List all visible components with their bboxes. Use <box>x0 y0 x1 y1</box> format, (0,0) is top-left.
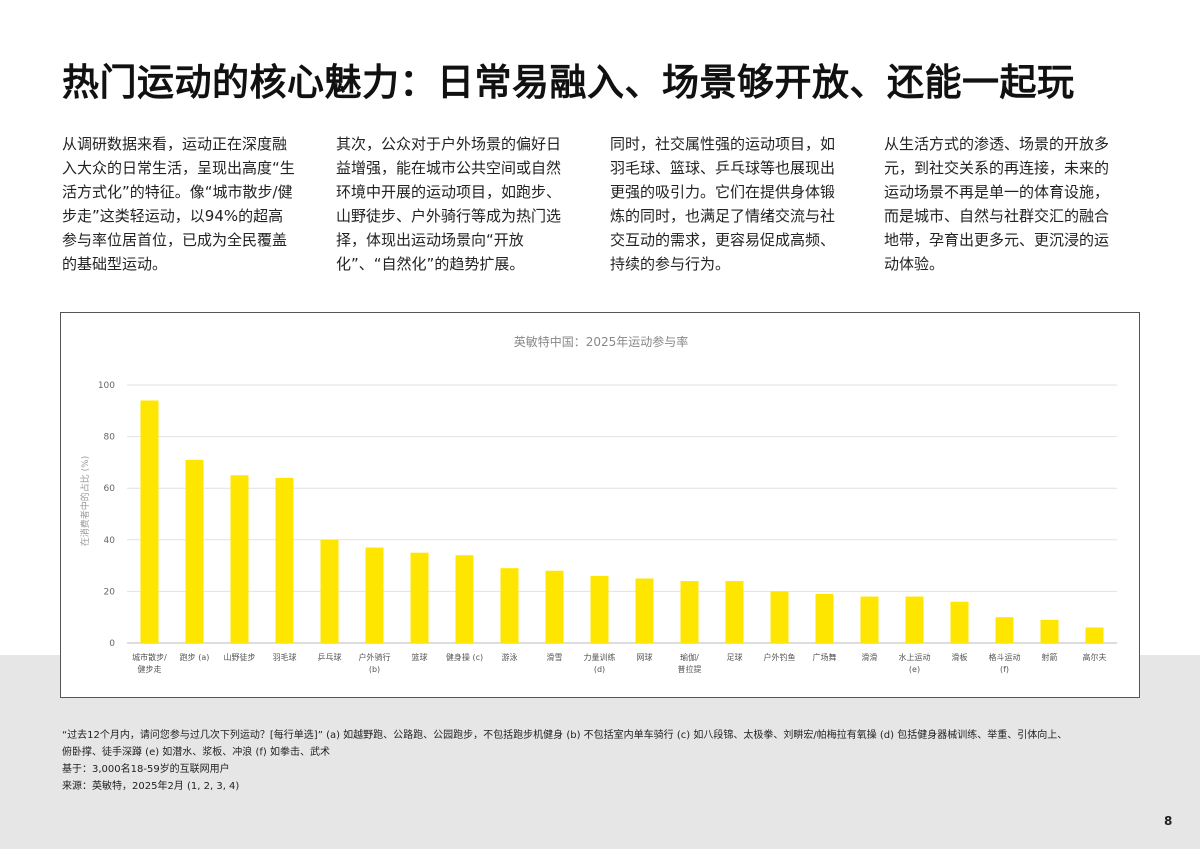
y-axis-label: 在消费者中的占比 (%) <box>79 456 91 546</box>
bar <box>410 552 429 643</box>
y-tick-label: 0 <box>109 639 115 649</box>
x-tick-label: 广场舞 <box>813 652 837 662</box>
bar <box>455 555 474 643</box>
x-tick-label-line: 篮球 <box>412 652 428 662</box>
participation-bar-chart: 英敏特中国：2025年运动参与率 在消费者中的占比 (%) 0 20 40 60 80 1… <box>79 334 1117 674</box>
x-tick-label: 格斗运动 (f) <box>989 652 1021 674</box>
bar <box>230 475 249 643</box>
intro-column-3: 同时，社交属性强的运动项目，如羽毛球、篮球、乒乓球等也展现出更强的吸引力。它们在… <box>610 135 836 273</box>
x-tick-label: 射箭 <box>1042 652 1058 662</box>
x-tick-label: 力量训练 (d) <box>584 652 616 674</box>
x-tick-label: 滑雪 <box>547 652 563 662</box>
x-tick-label: 网球 <box>637 652 653 662</box>
x-tick-label-line: 射箭 <box>1042 652 1058 662</box>
bar <box>275 477 294 643</box>
x-tick-label: 滑板 <box>952 652 968 662</box>
x-tick-label-line: 足球 <box>727 652 743 662</box>
x-tick-label: 滑滑 <box>862 652 878 662</box>
chart-title: 英敏特中国：2025年运动参与率 <box>514 334 689 349</box>
x-tick-label-line: 乒乓球 <box>318 652 342 662</box>
x-tick-label: 游泳 <box>502 652 518 662</box>
x-tick-label-line: 网球 <box>637 652 653 662</box>
x-tick-label-line: 滑滑 <box>862 652 878 662</box>
x-tick-labels: 城市散步/健步走 跑步 (a) 山野徒步 羽毛球 乒乓球 户外骑行 (b) 篮球 健身操 (c)… <box>132 652 1106 674</box>
bar <box>500 568 519 643</box>
bar <box>140 400 159 643</box>
bar <box>725 581 744 643</box>
x-tick-label-line: 格斗运动 <box>989 652 1021 662</box>
page-title: 热门运动的核心魅力：日常易融入、场景够开放、还能一起玩 <box>62 61 1075 104</box>
bars <box>140 400 1104 643</box>
x-tick-label-line: 普拉提 <box>678 664 702 674</box>
x-tick-label: 户外钓鱼 <box>764 652 796 662</box>
x-tick-label-line: 健步走 <box>138 664 162 674</box>
bar <box>590 575 609 643</box>
x-tick-label: 羽毛球 <box>273 652 297 662</box>
footnote-definitions: 俯卧撑、徒手深蹲 (e) 如潜水、浆板、冲浪 (f) 如拳击、武术 <box>62 747 330 758</box>
x-tick-label: 篮球 <box>412 652 428 662</box>
x-tick-label-line: 跑步 (a) <box>180 653 210 662</box>
x-tick-label-line: 力量训练 <box>584 652 616 662</box>
x-tick-label-line: 广场舞 <box>813 652 837 662</box>
bar <box>770 591 789 643</box>
chart-frame: 英敏特中国：2025年运动参与率 在消费者中的占比 (%) 0 20 40 60 80 1… <box>60 312 1140 698</box>
x-tick-label-line: (f) <box>1000 665 1009 674</box>
x-tick-label: 户外骑行 (b) <box>359 652 391 674</box>
x-tick-label-line: 健身操 (c) <box>446 652 483 662</box>
bar <box>365 547 384 643</box>
x-tick-label-line: 羽毛球 <box>273 652 297 662</box>
footnotes: “过去12个月内，请问您参与过几次下列运动？[每行单选]” (a) 如越野跑、公… <box>62 727 1142 795</box>
x-tick-label: 乒乓球 <box>318 652 342 662</box>
bar <box>905 596 924 643</box>
bar <box>950 601 969 643</box>
x-tick-label-line: 户外骑行 <box>359 652 391 662</box>
x-tick-label-line: (b) <box>369 665 380 674</box>
bar <box>1085 627 1104 643</box>
bar <box>545 570 564 643</box>
bar <box>995 617 1014 643</box>
y-tick-label: 80 <box>104 433 116 443</box>
intro-column-1: 从调研数据来看，运动正在深度融入大众的日常生活，呈现出高度“生活方式化”的特征。… <box>62 135 295 273</box>
y-tick-label: 20 <box>104 587 116 597</box>
y-tick-label: 60 <box>104 484 116 494</box>
footnote-source: 来源：英敏特，2025年2月 (1, 2, 3, 4) <box>62 781 240 792</box>
x-tick-label-line: 游泳 <box>502 652 518 662</box>
x-tick-label: 跑步 (a) <box>180 653 210 662</box>
x-tick-label-line: (d) <box>594 665 605 674</box>
x-tick-label-line: 瑜伽/ <box>680 652 699 662</box>
bar <box>320 539 339 643</box>
intro-column-4: 从生活方式的渗透、场景的开放多元，到社交关系的再连接，未来的运动场景不再是单一的… <box>884 135 1110 273</box>
x-tick-label: 足球 <box>727 652 743 662</box>
bar <box>860 596 879 643</box>
x-tick-label: 高尔夫 <box>1083 652 1107 662</box>
x-tick-label: 瑜伽/普拉提 <box>678 652 702 674</box>
y-tick-label: 100 <box>98 381 115 391</box>
x-tick-label-line: 滑雪 <box>547 652 563 662</box>
intro-column-2: 其次，公众对于户外场景的偏好日益增强，能在城市公共空间或自然环境中开展的运动项目… <box>336 135 562 273</box>
y-tick-label: 40 <box>104 536 116 546</box>
footnote-question: “过去12个月内，请问您参与过几次下列运动？[每行单选]” (a) 如越野跑、公… <box>62 730 1068 741</box>
footnote-base: 基于：3,000名18-59岁的互联网用户 <box>62 764 230 775</box>
x-tick-label: 城市散步/健步走 <box>132 652 167 674</box>
bar <box>185 459 204 643</box>
x-tick-label-line: (e) <box>909 665 920 674</box>
bar <box>815 593 834 643</box>
page-number: 8 <box>1164 814 1173 828</box>
x-tick-label-line: 户外钓鱼 <box>764 652 796 662</box>
bar <box>1040 619 1059 643</box>
x-tick-label-line: 滑板 <box>952 652 968 662</box>
x-tick-label-line: 高尔夫 <box>1083 652 1107 662</box>
x-tick-label: 健身操 (c) <box>446 652 483 662</box>
x-tick-label-line: 水上运动 <box>899 652 931 662</box>
x-tick-label: 山野徒步 <box>224 652 256 662</box>
x-tick-label-line: 山野徒步 <box>224 652 256 662</box>
y-tick-labels: 0 20 40 60 80 100 <box>98 381 115 649</box>
bar <box>635 578 654 643</box>
x-tick-label-line: 城市散步/ <box>132 652 167 662</box>
bar <box>680 581 699 643</box>
x-tick-label: 水上运动 (e) <box>899 652 931 674</box>
